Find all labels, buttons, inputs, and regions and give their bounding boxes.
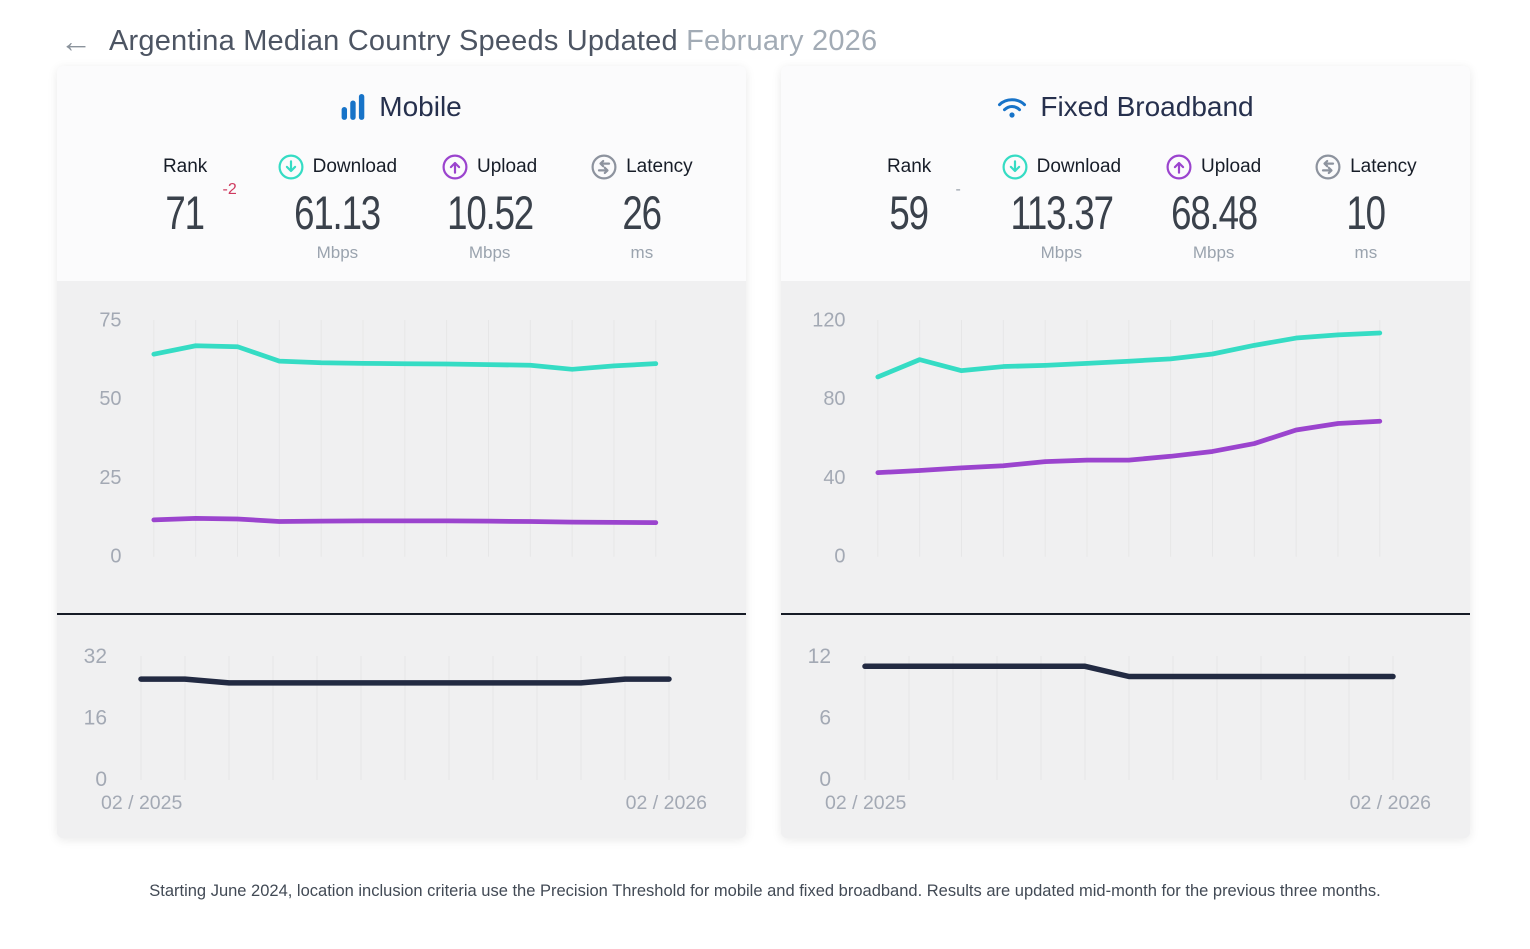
- mobile-panel-title-label: Mobile: [379, 91, 462, 123]
- mobile-latency-stat: Latency 26 ms: [566, 154, 718, 263]
- upload-circle-icon: [1166, 154, 1192, 180]
- svg-text:50: 50: [99, 388, 121, 410]
- mobile-rank-change-badge: -2: [222, 181, 237, 199]
- mobile-rank-value: 71 -2: [165, 181, 237, 240]
- wifi-icon: [998, 97, 1027, 118]
- svg-text:120: 120: [812, 310, 845, 332]
- fixed-speed-chart[interactable]: 120 80 40 0: [781, 281, 1470, 613]
- page-title-text: Argentina Median Country Speeds Updated: [109, 24, 678, 57]
- fixed-latency-unit: ms: [1354, 243, 1378, 263]
- mobile-upload-stat: Upload 10.52 Mbps: [414, 154, 566, 263]
- chart-divider: [781, 613, 1470, 615]
- fixed-broadband-panel: Fixed Broadband Rank 59- Download: [781, 66, 1470, 838]
- mobile-panel: Mobile Rank 71 -2 Download: [57, 66, 746, 838]
- upload-circle-icon: [442, 154, 468, 180]
- mobile-panel-title: Mobile: [57, 66, 746, 126]
- svg-text:0: 0: [110, 546, 121, 568]
- svg-text:0: 0: [834, 546, 845, 568]
- latency-circle-icon: [591, 154, 617, 180]
- fixed-latency-label: Latency: [1350, 156, 1417, 178]
- page-header: ← Argentina Median Country Speeds Update…: [57, 0, 1473, 62]
- fixed-upload-unit: Mbps: [1192, 243, 1235, 263]
- svg-text:0: 0: [819, 768, 831, 791]
- fixed-latency-stat: Latency 10 ms: [1290, 154, 1442, 263]
- fixed-upload-label: Upload: [1201, 156, 1262, 178]
- fixed-rank-value: 59-: [889, 181, 961, 240]
- svg-text:75: 75: [99, 310, 121, 332]
- mobile-latency-unit: ms: [630, 243, 654, 263]
- mobile-stats-row: Rank 71 -2 Download 61.13 Mbps: [57, 126, 746, 281]
- fixed-latency-chart[interactable]: 12 6 002 / 2025 02 / 2026: [781, 615, 1470, 838]
- mobile-download-stat: Download 61.13 Mbps: [261, 154, 413, 263]
- mobile-upload-label: Upload: [477, 156, 538, 178]
- download-circle-icon: [278, 154, 304, 180]
- svg-text:32: 32: [84, 645, 107, 668]
- mobile-latency-chart[interactable]: 32 16 002 / 2025 02 / 2026: [57, 615, 746, 838]
- svg-text:80: 80: [823, 388, 845, 410]
- svg-text:25: 25: [99, 467, 121, 489]
- svg-text:40: 40: [823, 467, 845, 489]
- chart-divider: [57, 613, 746, 615]
- fixed-rank-stat: Rank 59-: [833, 154, 985, 263]
- fixed-panel-title: Fixed Broadband: [781, 66, 1470, 126]
- fixed-upload-value: 68.48: [1170, 186, 1258, 240]
- fixed-upload-stat: Upload 68.48 Mbps: [1138, 154, 1290, 263]
- page-title-date: February 2026: [686, 24, 878, 57]
- fixed-download-unit: Mbps: [1040, 243, 1083, 263]
- svg-text:02 / 2025: 02 / 2025: [825, 792, 906, 814]
- fixed-latency-value: 10: [1346, 186, 1387, 240]
- mobile-rank-label: Rank: [162, 156, 208, 178]
- mobile-upload-unit: Mbps: [468, 243, 511, 263]
- svg-text:02 / 2026: 02 / 2026: [1350, 792, 1431, 814]
- mobile-upload-value: 10.52: [446, 186, 534, 240]
- mobile-download-unit: Mbps: [316, 243, 359, 263]
- mobile-download-value: 61.13: [294, 186, 381, 240]
- fixed-panel-title-label: Fixed Broadband: [1040, 91, 1254, 123]
- fixed-rank-change-badge: -: [955, 181, 961, 199]
- panels-row: Mobile Rank 71 -2 Download: [57, 66, 1473, 838]
- fixed-download-value: 113.37: [1010, 186, 1114, 240]
- mobile-rank-stat: Rank 71 -2: [109, 154, 261, 263]
- fixed-download-label: Download: [1036, 156, 1122, 178]
- fixed-stats-row: Rank 59- Download 113.37 Mbps: [781, 126, 1470, 281]
- fixed-download-stat: Download 113.37 Mbps: [985, 154, 1137, 263]
- mobile-signal-bars-icon: [341, 93, 365, 120]
- mobile-download-label: Download: [312, 156, 398, 178]
- svg-text:16: 16: [84, 707, 107, 730]
- svg-text:02 / 2025: 02 / 2025: [101, 792, 182, 814]
- back-arrow-icon[interactable]: ←: [60, 23, 92, 59]
- download-circle-icon: [1002, 154, 1028, 180]
- svg-text:12: 12: [808, 645, 831, 668]
- mobile-speed-chart[interactable]: 75 50 25 0: [57, 281, 746, 613]
- mobile-latency-value: 26: [622, 186, 663, 240]
- mobile-latency-label: Latency: [626, 156, 693, 178]
- country-speeds-page: ← Argentina Median Country Speeds Update…: [57, 0, 1473, 900]
- svg-text:0: 0: [95, 768, 107, 791]
- methodology-footnote: Starting June 2024, location inclusion c…: [149, 882, 1381, 900]
- fixed-rank-label: Rank: [886, 156, 932, 178]
- svg-text:02 / 2026: 02 / 2026: [626, 792, 707, 814]
- latency-circle-icon: [1315, 154, 1341, 180]
- page-title: Argentina Median Country Speeds Updated …: [109, 25, 877, 58]
- svg-text:6: 6: [819, 707, 831, 730]
